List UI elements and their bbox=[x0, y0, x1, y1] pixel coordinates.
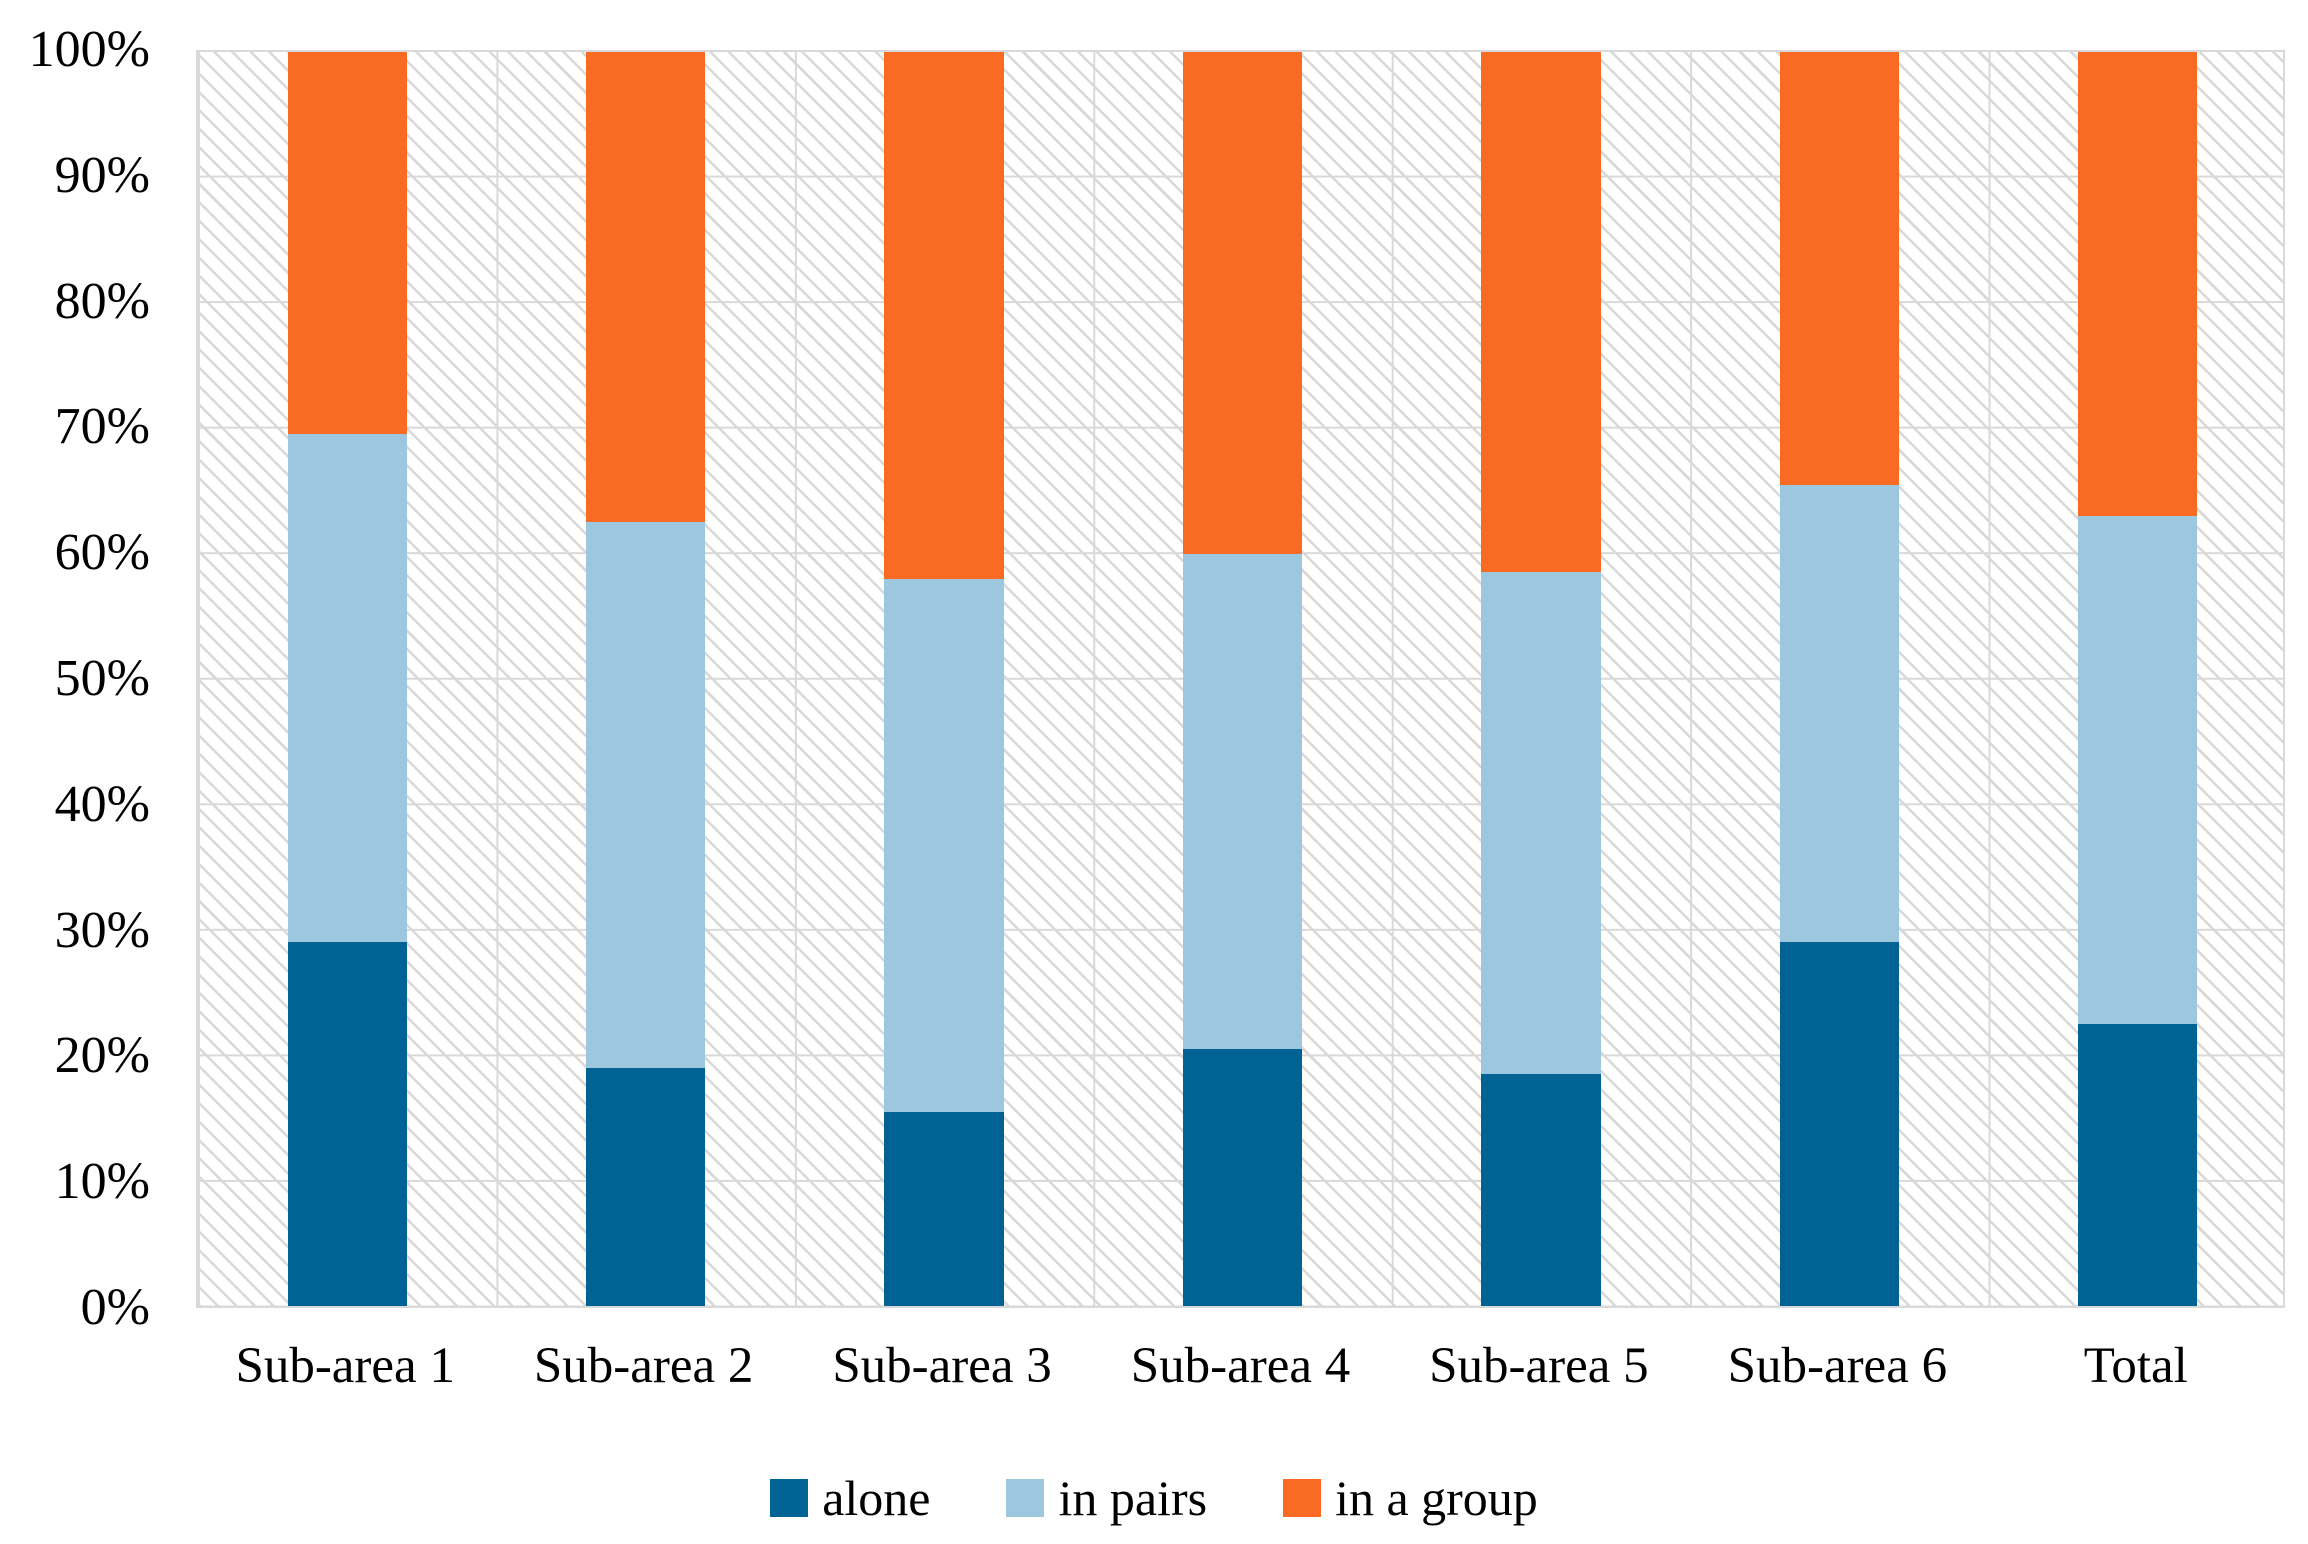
x-category-label: Sub-area 2 bbox=[533, 1338, 754, 1394]
y-tick-label: 30% bbox=[54, 901, 150, 959]
bar-segment-alone bbox=[585, 1067, 706, 1306]
stacked-bar bbox=[2078, 52, 2198, 1306]
y-tick-label: 80% bbox=[54, 272, 150, 330]
bar-segment-in-a-group bbox=[884, 52, 1004, 579]
legend-label: in pairs bbox=[1058, 1470, 1208, 1526]
bar-slot-2 bbox=[496, 52, 794, 1306]
bar-segment-alone bbox=[287, 942, 407, 1306]
bar-slot-1 bbox=[198, 52, 496, 1306]
y-tick-label: 90% bbox=[54, 146, 150, 204]
y-tick-label: 10% bbox=[54, 1153, 150, 1211]
y-tick-label: 20% bbox=[54, 1027, 150, 1085]
legend-label: in a group bbox=[1335, 1470, 1538, 1526]
bar-segment-in-pairs bbox=[1779, 484, 1900, 943]
y-tick-label: 100% bbox=[28, 21, 150, 78]
y-tick-label: 70% bbox=[54, 398, 150, 456]
bar-segment-alone bbox=[884, 1111, 1004, 1306]
bar-segment-in-a-group bbox=[287, 52, 407, 435]
x-category-label: Sub-area 1 bbox=[235, 1338, 455, 1394]
plot-area bbox=[196, 50, 2285, 1308]
y-tick-label: 50% bbox=[54, 650, 150, 707]
stacked-bar bbox=[1779, 52, 1900, 1306]
x-category-label: Sub-area 6 bbox=[1727, 1338, 1948, 1394]
bar-segment-in-pairs bbox=[585, 522, 706, 1068]
legend-label: alone bbox=[822, 1470, 931, 1526]
y-tick-label: 40% bbox=[54, 775, 150, 833]
bar-segment-in-a-group bbox=[1481, 52, 1601, 573]
stacked-bar bbox=[287, 52, 407, 1306]
bar-segment-in-pairs bbox=[884, 578, 1004, 1112]
bar-segment-alone bbox=[2078, 1023, 2198, 1306]
legend-swatch-icon bbox=[770, 1479, 809, 1517]
stacked-bar bbox=[585, 52, 706, 1306]
x-category-label: Sub-area 4 bbox=[1130, 1338, 1351, 1394]
bar-slot-5 bbox=[1392, 52, 1690, 1306]
bar-segment-in-a-group bbox=[585, 52, 706, 523]
bar-slot-4 bbox=[1093, 52, 1391, 1306]
legend-swatch-icon bbox=[1283, 1479, 1322, 1517]
x-category-label: Sub-area 5 bbox=[1429, 1338, 1649, 1394]
bar-segment-in-pairs bbox=[1481, 572, 1601, 1074]
stacked-bar bbox=[1182, 52, 1303, 1306]
legend-item-in-a-group: in a group bbox=[1283, 1473, 1538, 1523]
legend-item-alone: alone bbox=[770, 1473, 930, 1523]
chart-legend: alone in pairs in a group bbox=[0, 1458, 2308, 1538]
bar-segment-in-a-group bbox=[2078, 52, 2198, 516]
bar-slot-6 bbox=[1690, 52, 1988, 1306]
x-category-label: Total bbox=[2083, 1338, 2188, 1394]
bar-segment-alone bbox=[1182, 1048, 1303, 1306]
bar-segment-in-a-group bbox=[1182, 52, 1303, 554]
bar-segment-alone bbox=[1779, 942, 1900, 1306]
y-tick-label: 0% bbox=[80, 1279, 150, 1336]
bar-segment-in-a-group bbox=[1779, 52, 1900, 485]
bar-slot-3 bbox=[795, 52, 1093, 1306]
x-category-label: Sub-area 3 bbox=[832, 1338, 1052, 1394]
stacked-bar bbox=[1481, 52, 1601, 1306]
stacked-bar bbox=[884, 52, 1004, 1306]
y-tick-label: 60% bbox=[54, 524, 150, 582]
bar-slot-7 bbox=[1989, 52, 2287, 1306]
bar-segment-in-pairs bbox=[2078, 515, 2198, 1024]
legend-item-in-pairs: in pairs bbox=[1006, 1473, 1207, 1523]
bar-segment-alone bbox=[1481, 1074, 1601, 1306]
bar-segment-in-pairs bbox=[1182, 553, 1303, 1049]
legend-swatch-icon bbox=[1006, 1479, 1045, 1517]
bar-segment-in-pairs bbox=[287, 434, 407, 943]
